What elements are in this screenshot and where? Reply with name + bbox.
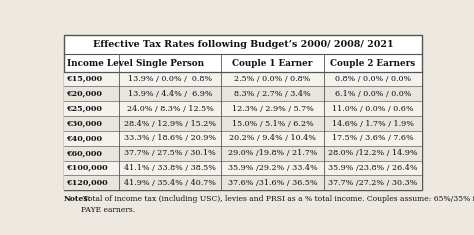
Bar: [64, 161, 422, 176]
Text: 33.3% / 18.6% / 20.9%: 33.3% / 18.6% / 20.9%: [124, 134, 217, 142]
Bar: [64, 35, 422, 190]
Text: 37.6% /31.6% / 36.5%: 37.6% /31.6% / 36.5%: [228, 179, 317, 187]
Text: €120,000: €120,000: [66, 179, 108, 187]
Text: 28.0% /12.2% / 14.9%: 28.0% /12.2% / 14.9%: [328, 149, 418, 157]
Bar: [64, 146, 422, 161]
Text: 37.7% /27.2% / 30.3%: 37.7% /27.2% / 30.3%: [328, 179, 418, 187]
Bar: [64, 86, 422, 101]
Text: 35.9% /29.2% / 33.4%: 35.9% /29.2% / 33.4%: [228, 164, 318, 172]
Text: 41.1% / 33.8% / 38.5%: 41.1% / 33.8% / 38.5%: [124, 164, 216, 172]
Text: 12.3% / 2.9% / 5.7%: 12.3% / 2.9% / 5.7%: [232, 105, 313, 113]
Text: €40,000: €40,000: [66, 134, 102, 142]
Text: 13.9% / 4.4% /  6.9%: 13.9% / 4.4% / 6.9%: [128, 90, 213, 98]
Text: Couple 1 Earner: Couple 1 Earner: [232, 59, 313, 67]
Text: 29.0% /19.8% / 21.7%: 29.0% /19.8% / 21.7%: [228, 149, 317, 157]
Text: 28.4% / 12.9% / 15.2%: 28.4% / 12.9% / 15.2%: [124, 120, 217, 128]
Bar: [64, 72, 422, 86]
Text: 13.9% / 0.0% /  0.8%: 13.9% / 0.0% / 0.8%: [128, 75, 212, 83]
Text: 11.0% / 0.0% / 0.6%: 11.0% / 0.0% / 0.6%: [332, 105, 414, 113]
Text: Total of income tax (including USC), levies and PRSI as a % total income. Couple: Total of income tax (including USC), lev…: [82, 195, 474, 214]
Text: €15,000: €15,000: [66, 75, 103, 83]
Text: Notes:: Notes:: [64, 195, 91, 203]
Bar: [64, 176, 422, 190]
Bar: [64, 116, 422, 131]
Text: 0.8% / 0.0% / 0.0%: 0.8% / 0.0% / 0.0%: [335, 75, 411, 83]
Text: 14.6% / 1.7% / 1.9%: 14.6% / 1.7% / 1.9%: [332, 120, 414, 128]
Bar: [64, 131, 422, 146]
Text: 35.9% /23.8% / 26.4%: 35.9% /23.8% / 26.4%: [328, 164, 418, 172]
Text: 24.0% / 8.3% / 12.5%: 24.0% / 8.3% / 12.5%: [127, 105, 214, 113]
Text: Couple 2 Earners: Couple 2 Earners: [330, 59, 415, 67]
Text: 20.2% / 9.4% / 10.4%: 20.2% / 9.4% / 10.4%: [229, 134, 316, 142]
Text: 17.5% / 3.6% / 7.6%: 17.5% / 3.6% / 7.6%: [332, 134, 414, 142]
Text: Income Level: Income Level: [66, 59, 132, 67]
Text: €25,000: €25,000: [66, 105, 102, 113]
Text: €100,000: €100,000: [66, 164, 108, 172]
Text: €30,000: €30,000: [66, 120, 102, 128]
Text: €20,000: €20,000: [66, 90, 102, 98]
Bar: [64, 101, 422, 116]
Text: 8.3% / 2.7% / 3.4%: 8.3% / 2.7% / 3.4%: [234, 90, 311, 98]
Text: 41.9% / 35.4% / 40.7%: 41.9% / 35.4% / 40.7%: [124, 179, 216, 187]
Text: €60,000: €60,000: [66, 149, 102, 157]
Text: 2.5% / 0.0% / 0.8%: 2.5% / 0.0% / 0.8%: [234, 75, 310, 83]
Text: 15.0% / 5.1% / 6.2%: 15.0% / 5.1% / 6.2%: [232, 120, 313, 128]
Text: 37.7% / 27.5% / 30.1%: 37.7% / 27.5% / 30.1%: [125, 149, 216, 157]
Text: Effective Tax Rates following Budget’s 2000/ 2008/ 2021: Effective Tax Rates following Budget’s 2…: [92, 40, 393, 49]
Text: 6.1% / 0.0% / 0.0%: 6.1% / 0.0% / 0.0%: [335, 90, 411, 98]
Text: Single Person: Single Person: [136, 59, 204, 67]
